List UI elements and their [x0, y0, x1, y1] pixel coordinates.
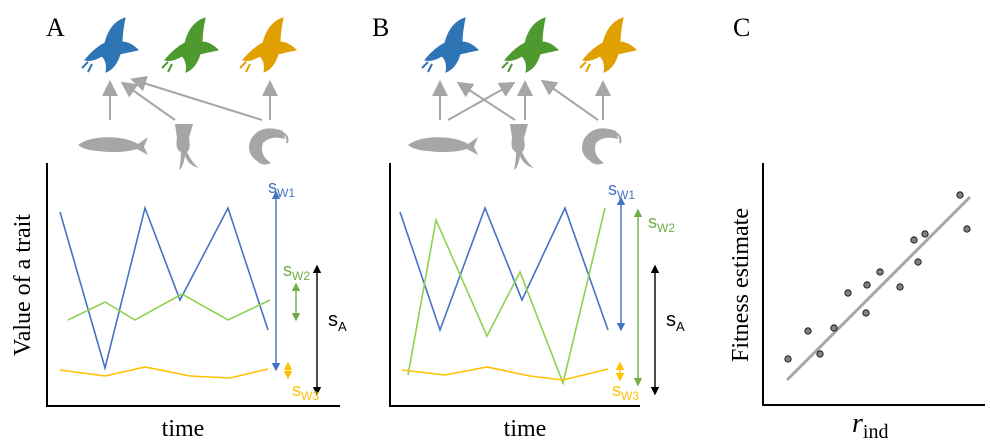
trait-lines — [400, 208, 608, 383]
label-part: s — [608, 179, 617, 199]
annotation: sW2 — [283, 260, 310, 283]
annotation: sA — [328, 309, 347, 334]
panel-letter: B — [372, 13, 389, 42]
label-part: W1 — [617, 188, 635, 202]
scatter-points — [785, 192, 970, 362]
label-part: r — [852, 408, 863, 439]
label-part: s — [648, 212, 657, 232]
x-axis-label: time — [162, 416, 205, 442]
trait-lines — [60, 208, 270, 378]
annotation: sW2 — [648, 212, 675, 235]
y-axis-label: Value of a trait — [10, 214, 36, 356]
annotation: sW1 — [268, 177, 295, 200]
label-part: s — [283, 260, 292, 280]
label-part: ind — [863, 421, 889, 443]
label-part: W1 — [277, 186, 295, 200]
birds — [422, 18, 636, 72]
label-part: s — [666, 309, 676, 331]
label-part: s — [268, 177, 277, 197]
annotation: sW1 — [608, 179, 635, 202]
prey — [78, 124, 288, 170]
annotation: sW3 — [292, 380, 319, 403]
prey — [408, 124, 621, 170]
panel-letter: C — [733, 13, 750, 42]
annotation: sA — [666, 309, 685, 334]
label-part: s — [292, 380, 301, 400]
diet-arrows — [110, 80, 270, 120]
label-part: W2 — [657, 221, 675, 235]
range-arrows — [276, 192, 317, 394]
x-axis-label: rind — [852, 408, 888, 443]
fit-line — [787, 197, 970, 380]
label-part: W3 — [301, 389, 319, 403]
label-part: W2 — [292, 269, 310, 283]
label-part: A — [338, 319, 347, 334]
label-part: s — [328, 309, 338, 331]
annotation: sW3 — [612, 380, 639, 403]
panel-letter: A — [46, 13, 65, 42]
x-axis-label: time — [504, 416, 547, 442]
label-part: W3 — [621, 389, 639, 403]
label-part: A — [676, 319, 685, 334]
birds — [82, 18, 296, 72]
y-axis-label: Fitness estimate — [728, 208, 754, 362]
label-part: s — [612, 380, 621, 400]
figure: A sW1 sW2 sA sW3 Value of a trait time B… — [0, 0, 990, 443]
diet-arrows — [440, 82, 603, 120]
